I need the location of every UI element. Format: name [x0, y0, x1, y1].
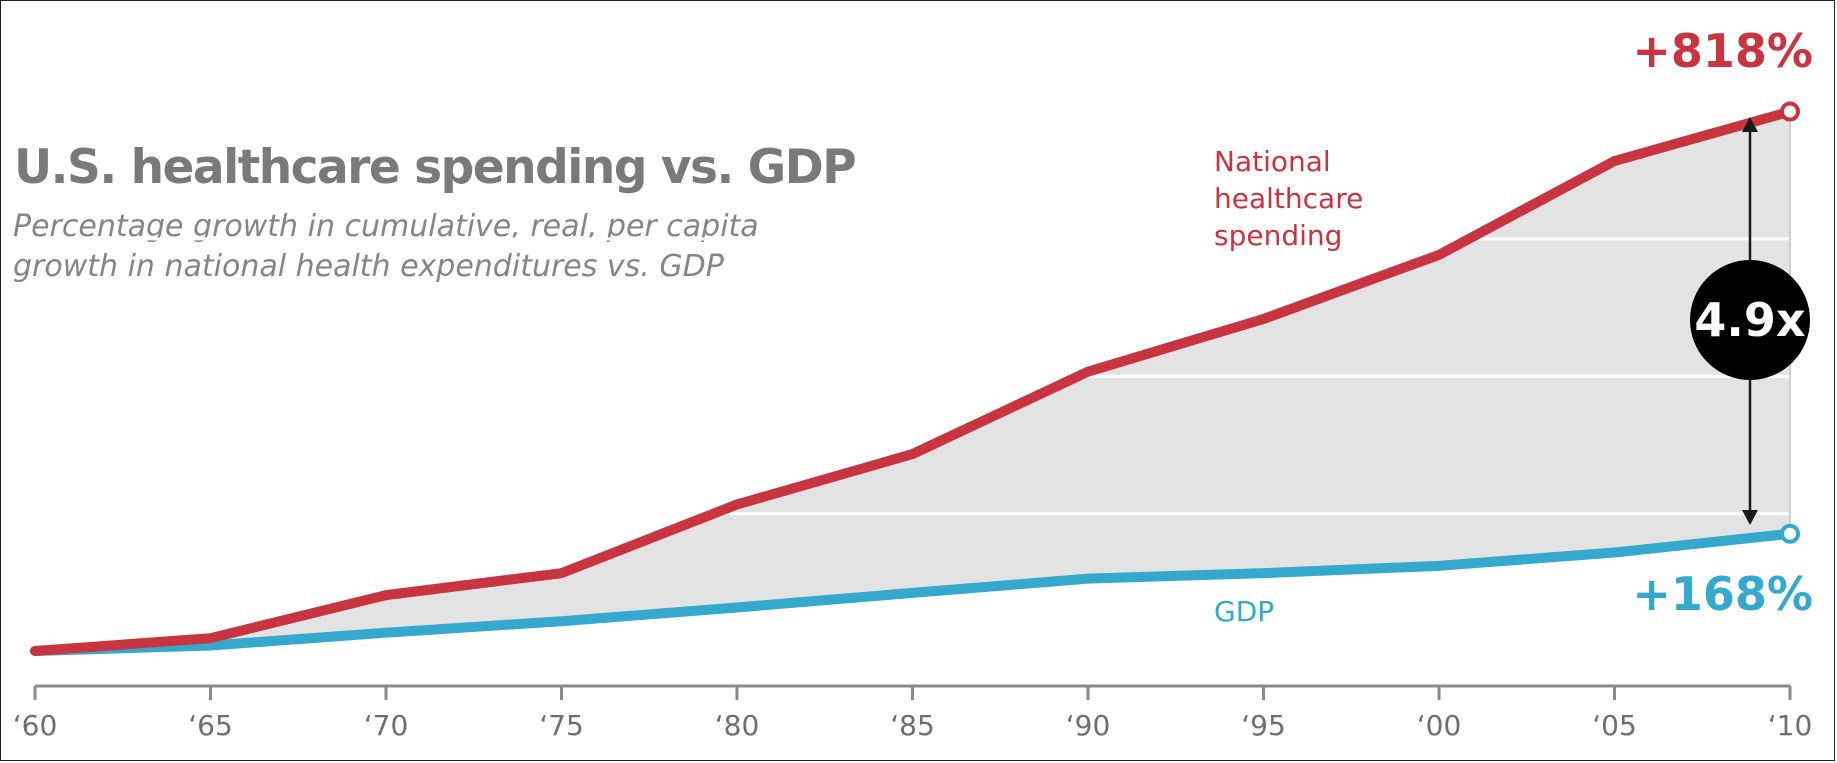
x-tick-label: ‘00: [1417, 709, 1462, 742]
spending-series-label-line: spending: [1214, 219, 1342, 252]
spending-series-label-line: National: [1214, 145, 1331, 178]
chart-title: U.S. healthcare spending vs. GDP: [14, 140, 857, 195]
spread-area: [35, 111, 1790, 652]
x-tick-label: ‘95: [1241, 709, 1286, 742]
ratio-label: 4.9x: [1694, 293, 1805, 347]
spending-series-label-line: healthcare: [1214, 182, 1363, 215]
x-tick-label: ‘05: [1592, 709, 1637, 742]
gdp-series-label: GDP: [1214, 595, 1274, 628]
x-tick-label: ‘70: [364, 709, 409, 742]
x-tick-label: ‘60: [13, 709, 58, 742]
healthcare-spending-line: [30, 106, 1795, 656]
spending-end-label: +818%: [1632, 24, 1813, 78]
x-tick-label: ‘65: [188, 709, 233, 742]
x-tick-label: ‘10: [1768, 709, 1813, 742]
x-tick-label: ‘80: [715, 709, 760, 742]
x-tick-label: ‘85: [890, 709, 935, 742]
gdp-end-label: +168%: [1632, 567, 1813, 621]
ratio-arrow-down-head: [1742, 510, 1758, 525]
ratio-badge: [1690, 260, 1810, 380]
spending-series-label: National healthcare spending: [1214, 145, 1363, 252]
ratio-arrow-up-head: [1742, 117, 1758, 132]
x-tick-label: ‘90: [1066, 709, 1111, 742]
spending-end-marker: [1780, 101, 1800, 122]
gdp-end-marker: [1780, 523, 1800, 544]
gdp-line: [30, 528, 1795, 656]
x-tick-label: ‘75: [539, 709, 584, 742]
